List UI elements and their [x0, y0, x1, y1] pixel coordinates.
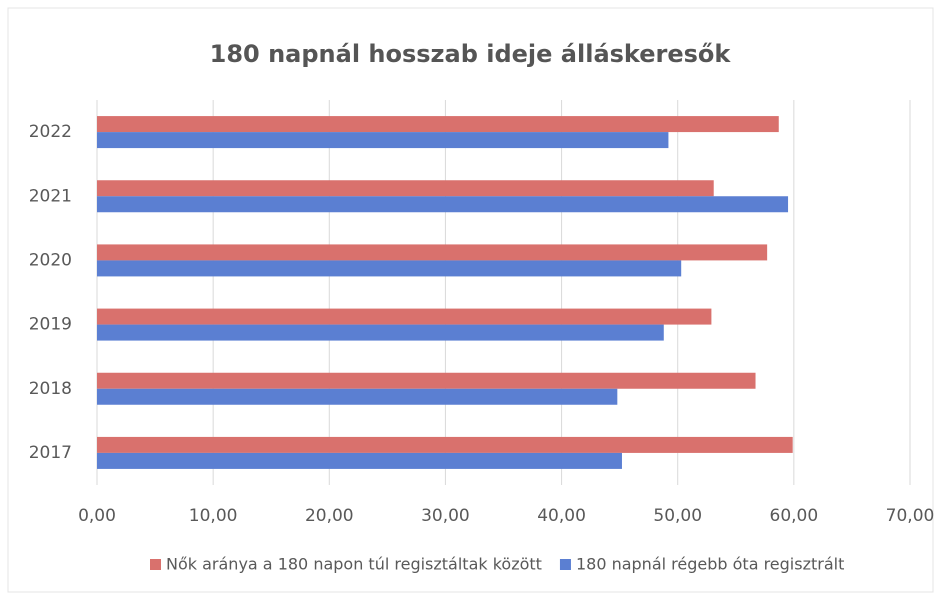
bar	[97, 436, 793, 453]
chart-frame	[7, 7, 934, 593]
chart-title: 180 napnál hosszab ideje álláskeresők	[210, 40, 732, 68]
legend-swatch	[559, 559, 571, 570]
bar	[97, 196, 789, 213]
legend-label: Nők aránya a 180 napon túl regisztáltak …	[166, 555, 542, 574]
y-tick-label: 2017	[29, 443, 72, 463]
y-tick-label: 2021	[29, 186, 72, 206]
x-tick-label: 40,00	[537, 506, 586, 526]
bar	[97, 372, 756, 389]
bar	[97, 308, 712, 325]
y-tick-label: 2022	[29, 122, 72, 142]
x-tick-label: 30,00	[421, 506, 470, 526]
x-tick-label: 0,00	[78, 506, 116, 526]
y-tick-label: 2019	[29, 315, 72, 335]
legend-label: 180 napnál régebb óta regisztrált	[576, 555, 844, 574]
bar	[97, 116, 779, 133]
y-tick-label: 2018	[29, 379, 72, 399]
bar	[97, 244, 768, 261]
bar	[97, 324, 664, 341]
bar	[97, 452, 622, 469]
x-tick-label: 60,00	[770, 506, 819, 526]
bar	[97, 180, 714, 197]
x-tick-label: 20,00	[305, 506, 354, 526]
x-tick-label: 10,00	[189, 506, 238, 526]
x-tick-label: 50,00	[653, 506, 702, 526]
bar	[97, 388, 618, 405]
bar	[97, 260, 682, 277]
legend-swatch	[150, 559, 161, 570]
bar	[97, 132, 669, 149]
x-tick-label: 70,00	[886, 506, 935, 526]
y-tick-label: 2020	[29, 250, 72, 270]
